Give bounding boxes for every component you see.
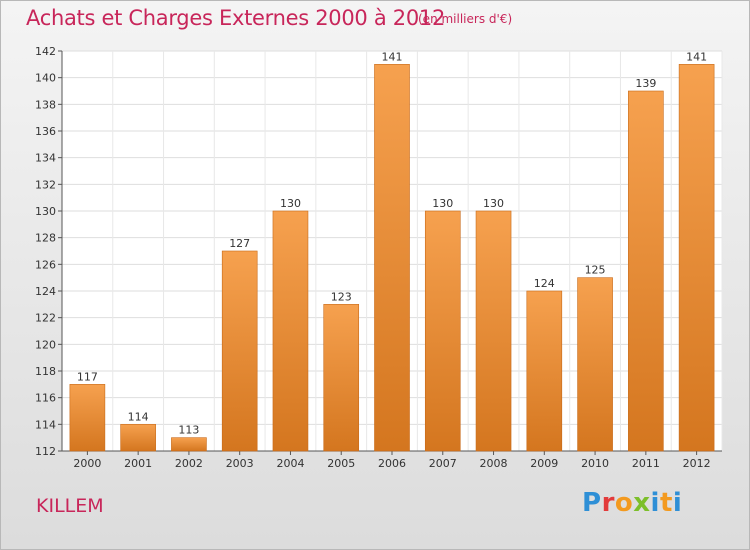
chart-title: Achats et Charges Externes 2000 à 2012 bbox=[26, 6, 446, 30]
data-label: 127 bbox=[229, 237, 250, 250]
bar bbox=[577, 277, 613, 452]
x-tick-label: 2006 bbox=[378, 457, 406, 470]
bar bbox=[526, 290, 563, 452]
bar bbox=[323, 304, 360, 452]
data-label: 113 bbox=[178, 424, 199, 437]
y-tick-label: 112 bbox=[35, 445, 56, 458]
logo-letter: i bbox=[650, 488, 660, 518]
bar bbox=[678, 64, 715, 452]
bar bbox=[628, 90, 664, 452]
y-tick-label: 130 bbox=[35, 205, 56, 218]
x-tick-label: 2005 bbox=[327, 457, 355, 470]
y-tick-label: 134 bbox=[35, 152, 56, 165]
logo-letter: r bbox=[601, 488, 615, 518]
bar bbox=[475, 210, 512, 452]
data-label: 130 bbox=[432, 197, 453, 210]
x-tick-label: 2010 bbox=[581, 457, 609, 470]
x-tick-label: 2001 bbox=[124, 457, 152, 470]
y-tick-label: 120 bbox=[35, 338, 56, 351]
commune-name: KILLEM bbox=[36, 495, 104, 517]
chart-subtitle: (en milliers d'€) bbox=[418, 12, 513, 26]
x-tick-label: 2009 bbox=[530, 457, 558, 470]
bar bbox=[424, 210, 461, 452]
tick-labels: 112 114 116 118 120 122 124 126 128 130 132 134 136 1… bbox=[35, 45, 711, 470]
y-tick-label: 116 bbox=[35, 392, 56, 405]
y-tick-label: 128 bbox=[35, 232, 56, 245]
y-tick-label: 138 bbox=[35, 98, 56, 111]
data-label: 141 bbox=[382, 50, 403, 63]
proxiti-logo: Proxiti bbox=[582, 488, 682, 518]
logo-letter: P bbox=[582, 488, 602, 518]
y-tick-label: 118 bbox=[35, 365, 56, 378]
x-tick-label: 2000 bbox=[73, 457, 101, 470]
data-label: 114 bbox=[128, 410, 149, 423]
data-label: 124 bbox=[534, 277, 555, 290]
data-label: 130 bbox=[483, 197, 504, 210]
y-tick-label: 114 bbox=[35, 418, 56, 431]
data-labels: 117 114 113 127 130 123 141 130 130 124 125 139 141 bbox=[77, 50, 707, 436]
data-label: 141 bbox=[686, 50, 707, 63]
x-tick-label: 2004 bbox=[276, 457, 304, 470]
x-tick-label: 2003 bbox=[226, 457, 254, 470]
bar bbox=[221, 250, 258, 452]
bar bbox=[69, 384, 106, 452]
y-tick-label: 142 bbox=[35, 45, 56, 58]
y-tick-label: 136 bbox=[35, 125, 56, 138]
logo-letter: x bbox=[633, 488, 651, 518]
bar bbox=[374, 64, 410, 452]
data-label: 139 bbox=[635, 77, 656, 90]
y-tick-label: 122 bbox=[35, 312, 56, 325]
bar bbox=[171, 437, 207, 452]
y-tick-label: 140 bbox=[35, 72, 56, 85]
y-tick-label: 126 bbox=[35, 258, 56, 271]
x-tick-label: 2002 bbox=[175, 457, 203, 470]
bar bbox=[120, 424, 156, 452]
bars bbox=[69, 64, 715, 452]
data-label: 125 bbox=[585, 264, 606, 277]
data-label: 123 bbox=[331, 290, 352, 303]
logo-letter: t bbox=[659, 488, 673, 518]
y-tick-label: 132 bbox=[35, 178, 56, 191]
bar bbox=[272, 210, 309, 452]
data-label: 130 bbox=[280, 197, 301, 210]
data-label: 117 bbox=[77, 370, 98, 383]
x-tick-label: 2011 bbox=[632, 457, 660, 470]
y-tick-label: 124 bbox=[35, 285, 56, 298]
logo-letter: o bbox=[614, 488, 634, 518]
logo-letter: i bbox=[672, 488, 683, 518]
x-tick-label: 2008 bbox=[480, 457, 508, 470]
x-tick-label: 2007 bbox=[429, 457, 457, 470]
x-tick-label: 2012 bbox=[683, 457, 711, 470]
